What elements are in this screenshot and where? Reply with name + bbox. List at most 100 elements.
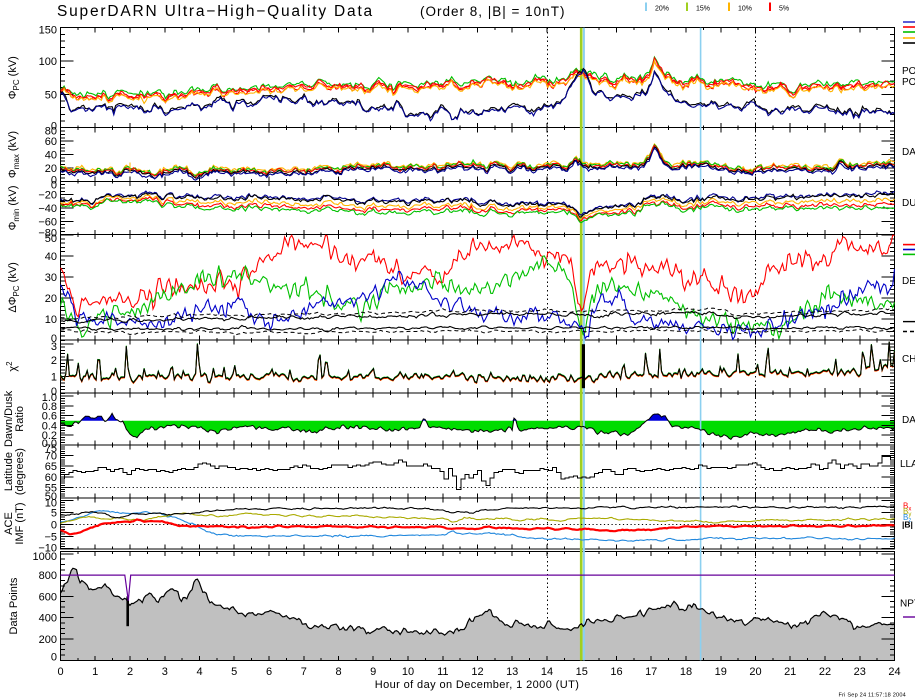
svg-text:Φmax (kV): Φmax (kV) — [7, 131, 21, 178]
svg-text:10: 10 — [45, 314, 57, 326]
svg-text:23: 23 — [854, 666, 866, 678]
svg-text:15: 15 — [576, 666, 588, 678]
svg-text:40: 40 — [45, 251, 57, 263]
svg-text:0: 0 — [51, 179, 57, 191]
svg-text:Latitude: Latitude — [3, 452, 15, 491]
svg-text:400: 400 — [39, 613, 57, 625]
svg-text:14: 14 — [541, 666, 553, 678]
svg-text:24: 24 — [888, 666, 900, 678]
svg-text:20%: 20% — [655, 6, 669, 13]
svg-text:IMF (nT): IMF (nT) — [14, 502, 26, 544]
svg-text:5: 5 — [231, 666, 237, 678]
svg-text:800: 800 — [39, 570, 57, 582]
svg-text:Bx: Bx — [903, 502, 911, 513]
svg-text:150: 150 — [39, 25, 57, 37]
svg-text:0: 0 — [51, 333, 57, 345]
svg-text:0.0: 0.0 — [42, 438, 57, 450]
svg-text:60: 60 — [45, 136, 57, 148]
svg-text:−20: −20 — [38, 190, 57, 202]
svg-text:200: 200 — [39, 634, 57, 646]
svg-text:−40: −40 — [38, 203, 57, 215]
svg-text:0: 0 — [51, 520, 57, 532]
svg-text:Ratio: Ratio — [14, 406, 26, 432]
svg-text:DAWN: DAWN — [902, 147, 915, 158]
svg-text:0: 0 — [51, 651, 57, 663]
svg-text:(Order 8, |B| = 10nT): (Order 8, |B| = 10nT) — [420, 4, 565, 19]
svg-text:LLAT: LLAT — [900, 459, 915, 470]
svg-text:DAWN: DAWN — [902, 415, 915, 426]
svg-text:50: 50 — [45, 89, 57, 101]
svg-text:Bz: Bz — [903, 513, 911, 524]
svg-text:16: 16 — [610, 666, 622, 678]
svg-text:−5: −5 — [44, 532, 57, 544]
svg-text:SuperDARN Ultra−High−Quality D: SuperDARN Ultra−High−Quality Data — [57, 3, 374, 20]
svg-text:ΦPC (kV): ΦPC (kV) — [7, 56, 21, 99]
svg-text:13: 13 — [506, 666, 518, 678]
svg-text:NPTS: NPTS — [900, 599, 915, 610]
svg-text:20: 20 — [749, 666, 761, 678]
svg-text:ΔΦPC (kV): ΔΦPC (kV) — [7, 262, 21, 312]
svg-text:50: 50 — [45, 491, 57, 503]
svg-text:POT: POT — [902, 77, 915, 88]
svg-text:50: 50 — [45, 233, 57, 245]
svg-text:0.6: 0.6 — [42, 411, 57, 423]
svg-text:0: 0 — [51, 386, 57, 398]
svg-text:80: 80 — [45, 126, 57, 138]
svg-text:0.2: 0.2 — [42, 430, 57, 442]
svg-text:1: 1 — [51, 372, 57, 384]
svg-text:10: 10 — [45, 497, 57, 509]
svg-text:Φmin (kV): Φmin (kV) — [7, 185, 21, 230]
svg-text:65: 65 — [45, 461, 57, 473]
svg-text:75: 75 — [45, 443, 57, 455]
svg-text:DEL: DEL — [902, 276, 915, 287]
svg-text:5: 5 — [51, 507, 57, 519]
svg-text:100: 100 — [39, 56, 57, 68]
svg-text:1.0: 1.0 — [42, 392, 57, 404]
svg-text:−80: −80 — [38, 228, 57, 240]
svg-text:0.4: 0.4 — [42, 420, 57, 432]
svg-text:Hour of day on December, 1 200: Hour of day on December, 1 2000 (UT) — [375, 679, 580, 691]
svg-text:3: 3 — [162, 666, 168, 678]
svg-text:18: 18 — [680, 666, 692, 678]
svg-text:30: 30 — [45, 272, 57, 284]
svg-text:1000: 1000 — [33, 551, 57, 563]
svg-text:20: 20 — [45, 163, 57, 175]
svg-text:4: 4 — [196, 666, 202, 678]
svg-text:χ2: χ2 — [5, 361, 19, 372]
svg-text:0: 0 — [51, 121, 57, 133]
svg-text:0: 0 — [57, 666, 63, 678]
svg-text:600: 600 — [39, 591, 57, 603]
svg-text:9: 9 — [370, 666, 376, 678]
svg-text:5%: 5% — [779, 6, 789, 13]
svg-text:12: 12 — [471, 666, 483, 678]
svg-text:2: 2 — [127, 666, 133, 678]
svg-text:|B|: |B| — [902, 520, 913, 530]
svg-text:21: 21 — [784, 666, 796, 678]
svg-text:1: 1 — [92, 666, 98, 678]
svg-text:By: By — [903, 507, 911, 518]
svg-text:8: 8 — [335, 666, 341, 678]
svg-text:0: 0 — [51, 174, 57, 186]
svg-text:2: 2 — [51, 355, 57, 367]
svg-text:−60: −60 — [38, 216, 57, 228]
svg-text:Dawn/Dusk: Dawn/Dusk — [3, 390, 15, 447]
svg-text:20: 20 — [45, 293, 57, 305]
svg-text:POT: POT — [902, 66, 915, 77]
svg-text:6: 6 — [266, 666, 272, 678]
svg-text:10%: 10% — [738, 6, 752, 13]
svg-text:Data Points: Data Points — [8, 577, 20, 634]
svg-text:DUSK: DUSK — [902, 198, 915, 209]
svg-text:70: 70 — [45, 451, 57, 463]
svg-text:11: 11 — [437, 666, 448, 678]
svg-text:55: 55 — [45, 483, 57, 495]
svg-text:Fri Sep 24 11:57:18 2004: Fri Sep 24 11:57:18 2004 — [838, 693, 906, 699]
svg-text:60: 60 — [45, 472, 57, 484]
svg-text:15%: 15% — [696, 6, 710, 13]
svg-text:19: 19 — [715, 666, 727, 678]
svg-text:22: 22 — [819, 666, 831, 678]
svg-text:7: 7 — [301, 666, 307, 678]
svg-text:−10: −10 — [38, 543, 57, 555]
svg-text:ACE: ACE — [3, 512, 15, 535]
svg-text:0.8: 0.8 — [42, 401, 57, 413]
svg-text:(degrees): (degrees) — [14, 448, 26, 495]
